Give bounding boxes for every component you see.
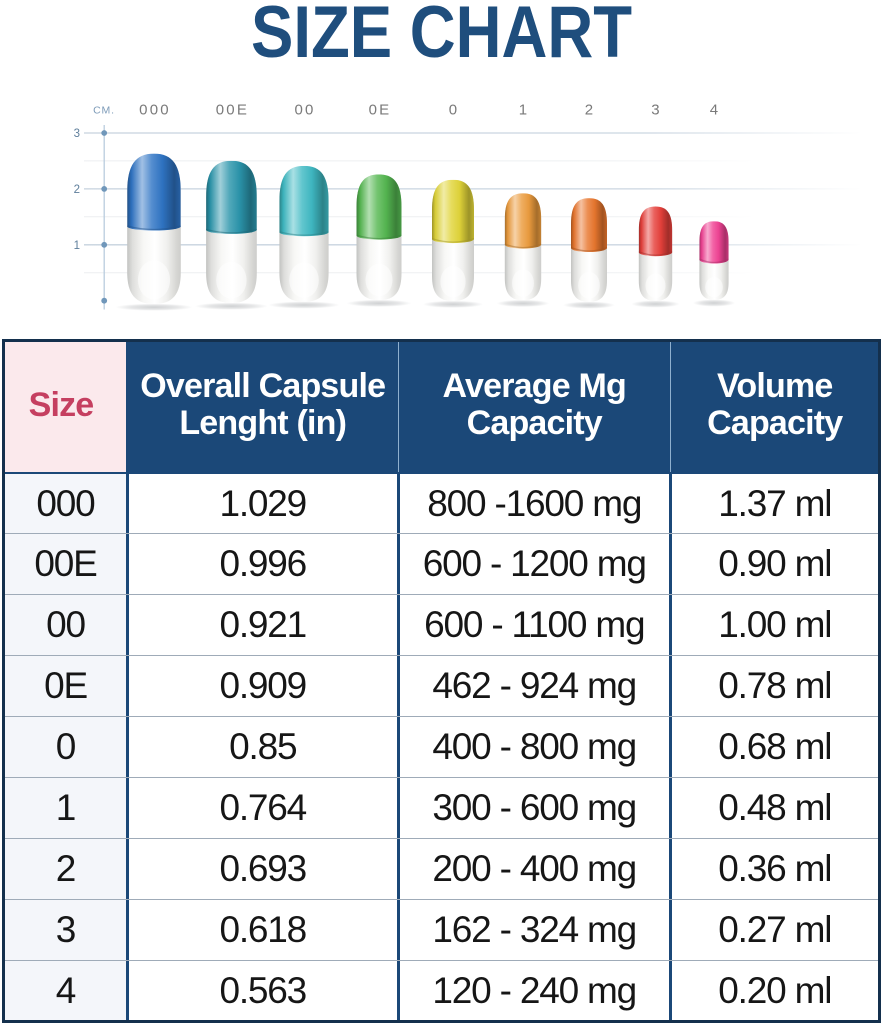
- svg-text:00: 00: [294, 102, 315, 119]
- svg-text:CM.: CM.: [93, 105, 115, 117]
- svg-text:000: 000: [139, 102, 171, 119]
- svg-text:0: 0: [449, 102, 460, 119]
- svg-text:3: 3: [74, 128, 80, 140]
- svg-text:1: 1: [519, 102, 530, 119]
- svg-text:2: 2: [74, 184, 80, 196]
- svg-text:0E: 0E: [369, 102, 392, 119]
- svg-text:2: 2: [585, 102, 596, 119]
- svg-text:4: 4: [710, 102, 721, 119]
- svg-text:00E: 00E: [216, 102, 249, 119]
- svg-text:1: 1: [74, 240, 80, 252]
- svg-text:3: 3: [651, 102, 662, 119]
